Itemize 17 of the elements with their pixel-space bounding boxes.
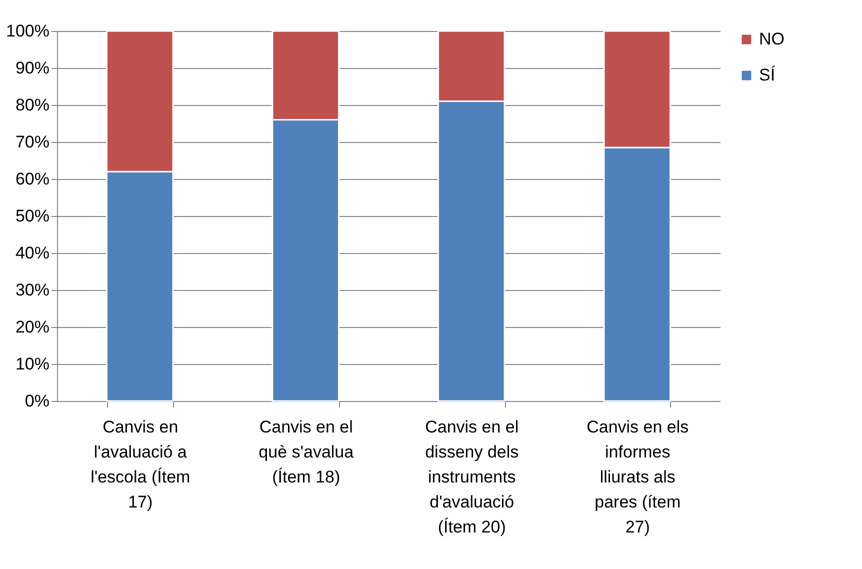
legend-label: SÍ — [759, 66, 776, 84]
y-tick-label: 30% — [15, 280, 50, 300]
y-tick-label: 70% — [15, 132, 50, 152]
y-tick-label: 60% — [15, 170, 50, 188]
x-tick-label: Canvis en el què s'avalua (Ítem 18) — [258, 418, 354, 486]
y-tick-label: 40% — [15, 244, 50, 262]
y-tick-label: 10% — [15, 354, 50, 374]
y-tick-label: 80% — [15, 96, 50, 114]
y-tick-label: 50% — [15, 206, 50, 226]
y-tick-label: 0% — [24, 392, 50, 410]
y-tick-label: 20% — [15, 318, 50, 336]
y-tick-label: 100% — [6, 22, 50, 40]
y-tick-label: 90% — [15, 58, 50, 78]
x-tick-label: Canvis en l'avaluació a l'escola (Ítem 17) — [90, 418, 190, 512]
x-tick-label: Canvis en els informes lliurats als pares (ítem 27) — [586, 418, 689, 536]
legend-label: NO — [759, 30, 784, 48]
x-tick-label: Canvis en el disseny dels instruments d'avaluació (Ítem 20) — [425, 418, 519, 536]
